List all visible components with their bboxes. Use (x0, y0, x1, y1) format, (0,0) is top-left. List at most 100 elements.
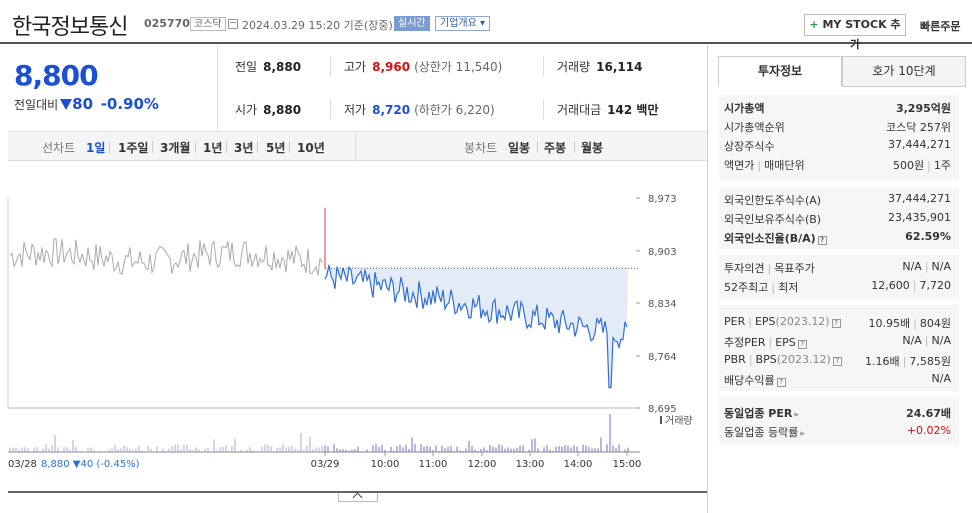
par-label: 액면가 (724, 159, 755, 172)
industry-per-link[interactable]: 동일업종 PER (724, 407, 793, 420)
amount-label: 거래대금 (557, 103, 602, 117)
period-3m[interactable]: 3개월 (160, 141, 191, 155)
trade-amount: 거래대금 142 백만 (557, 101, 658, 118)
prev-day-date: 03/28 (8, 459, 37, 470)
volume-value: 16,114 (596, 60, 643, 74)
stock-name: 한국정보통신 (12, 15, 128, 40)
company-overview-dropdown[interactable]: 기업개요 ▾ (435, 16, 491, 31)
bps-year: (2023.12) (776, 353, 831, 366)
price-change: 전일대비 80 -0.90% (14, 95, 159, 113)
prev-close-label: 전일 (235, 60, 258, 74)
change-label: 전일대비 (14, 98, 59, 112)
unit-label: 매매단위 (764, 159, 805, 172)
foreign-hold-label: 외국인보유주식수(B) (724, 213, 822, 226)
period-10y[interactable]: 10년 (297, 141, 325, 155)
candle-weekly[interactable]: 주봉 (544, 141, 567, 155)
period-5y[interactable]: 5년 (266, 141, 286, 155)
open-label: 시가 (235, 103, 258, 117)
x-tick-label: 12:00 (468, 459, 497, 470)
high-label: 고가 (344, 60, 367, 74)
overview-label: 기업개요 (440, 18, 477, 29)
divider (330, 99, 331, 119)
period-1y[interactable]: 1년 (203, 141, 223, 155)
section-market-cap: 시가총액 3,295억원 시가총액순위 코스닥 257위 상장주식수 37,444,2… (719, 95, 959, 181)
candle-chart-label: 봉차트 (464, 141, 498, 155)
industry-per-value: 24.67배 (906, 407, 951, 420)
help-icon[interactable]: ? (832, 357, 842, 366)
per-label: PER (724, 315, 746, 328)
high-value: 8,960 (372, 60, 411, 74)
current-price: 8,800 (14, 59, 99, 92)
market-cap-value: 3,295억원 (895, 102, 951, 115)
est-per-value: N/A (902, 334, 922, 347)
realtime-button[interactable]: 실시간 (394, 16, 430, 31)
opinion-label: 투자의견 (724, 262, 765, 275)
eps-value: 804원 (919, 317, 951, 330)
lower-limit: (하한가 6,220) (414, 103, 495, 117)
chevron-down-icon: ▾ (480, 18, 486, 29)
eps-year: (2023.12) (775, 315, 830, 328)
est-eps-value: N/A (931, 334, 951, 347)
tab-invest-info[interactable]: 투자정보 (718, 56, 842, 87)
pbr-label: PBR (724, 353, 746, 366)
target-value: N/A (931, 260, 951, 273)
x-tick-label: 10:00 (371, 459, 400, 470)
line-chart-label: 선차트 (42, 141, 76, 155)
foreign-ratio-value: 62.59% (905, 230, 951, 243)
chevron-right-icon: ▸ (800, 429, 805, 439)
tab-hoga-10[interactable]: 호가 10단계 (842, 56, 966, 87)
foreign-ratio-label: 외국인소진율(B/A) (724, 232, 816, 245)
below-base-fill (325, 264, 628, 388)
help-icon[interactable]: ? (797, 340, 807, 349)
price-summary: 8,800 전일대비 80 -0.90% (8, 45, 218, 130)
bps-value: 7,585원 (909, 355, 951, 368)
panel-tabs: 투자정보 호가 10단계 (718, 56, 966, 87)
help-icon[interactable]: ? (776, 378, 786, 387)
divider (574, 141, 575, 153)
divider (257, 141, 258, 153)
divider (543, 99, 544, 119)
eps-label: EPS (754, 315, 776, 328)
x-tick-label: 11:00 (419, 459, 448, 470)
section-opinion: 투자의견 | 목표주가 N/A | N/A 52주최고 | 최저 12,600 | 7,720 (719, 255, 959, 299)
period-1w[interactable]: 1주일 (118, 141, 149, 155)
collapse-toggle[interactable] (338, 493, 378, 502)
x-tick-label: 03/29 (311, 459, 340, 470)
help-icon[interactable]: ? (817, 236, 827, 245)
market-badge: 코스닥 (190, 17, 226, 31)
x-tick-label: 14:00 (564, 459, 593, 470)
y-tick-label: 8,695 (648, 404, 677, 415)
divider (543, 56, 544, 76)
industry-rate-link[interactable]: 동일업종 등락률 (724, 426, 799, 439)
my-stock-label: MY STOCK 추가 (822, 18, 901, 51)
chart-toolbar: 선차트 1일 1주일 3개월 1년 3년 5년 10년 봉차트 일봉 주봉 월봉 (8, 131, 707, 162)
intraday-chart[interactable]: 8,973 8,903 8,834 8,764 8,695 거래량 03/29 10:00 11… (0, 162, 707, 492)
prev-day-summary: 8,880 ▼40 (-0.45%) (41, 459, 140, 470)
candle-daily[interactable]: 일봉 (508, 141, 531, 155)
invest-info-panel: 투자정보 호가 10단계 시가총액 3,295억원 시가총액순위 코스닥 257위 … (707, 45, 972, 513)
open-value: 8,880 (263, 103, 302, 117)
divider (152, 141, 153, 153)
divider (226, 141, 227, 153)
upper-limit: (상한가 11,540) (414, 60, 503, 74)
divider (330, 56, 331, 76)
prev-close: 전일 8,880 (235, 58, 301, 75)
prev-day-series (9, 237, 323, 276)
cap-rank-label: 시가총액순위 (724, 121, 785, 134)
divider (537, 141, 538, 153)
volume-legend-marker (660, 416, 662, 424)
section-foreign: 외국인한도주식수(A) 37,444,271 외국인보유주식수(B) 23,435,… (719, 187, 959, 249)
candle-monthly[interactable]: 월봉 (581, 141, 604, 155)
dividend-value: N/A (931, 372, 951, 385)
fast-order-link[interactable]: 빠른주문 (920, 20, 961, 33)
open-price: 시가 8,880 (235, 101, 301, 118)
opinion-value: N/A (902, 260, 922, 273)
period-1d[interactable]: 1일 (86, 141, 106, 155)
volume: 거래량 16,114 (557, 58, 642, 75)
period-3y[interactable]: 3년 (234, 141, 254, 155)
my-stock-add-button[interactable]: + MY STOCK 추가 (804, 14, 906, 51)
dividend-label: 배당수익률 (724, 374, 775, 387)
help-icon[interactable]: ? (831, 319, 841, 328)
chevron-right-icon: ▸ (794, 410, 799, 420)
